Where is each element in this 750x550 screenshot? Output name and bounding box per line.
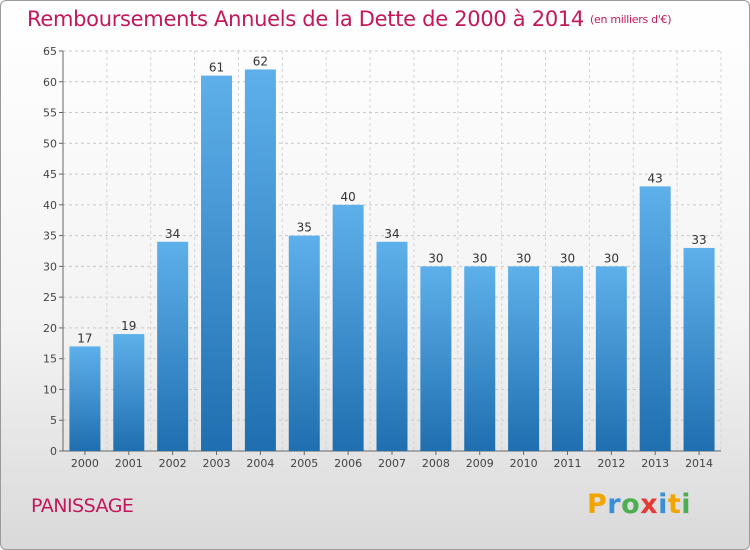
bar-value-label: 62 xyxy=(253,54,268,68)
logo-letter: i xyxy=(658,489,668,520)
y-tick-label: 15 xyxy=(43,353,57,366)
bar xyxy=(683,247,715,451)
bar-value-label: 33 xyxy=(691,233,706,247)
bar-value-label: 40 xyxy=(340,190,355,204)
y-tick-label: 40 xyxy=(43,199,57,212)
bar xyxy=(69,346,101,451)
x-tick-label: 2009 xyxy=(466,457,494,470)
bar xyxy=(551,266,583,451)
y-tick-label: 20 xyxy=(43,322,57,335)
y-tick-label: 45 xyxy=(43,168,57,181)
bar xyxy=(157,241,189,451)
bar-value-label: 30 xyxy=(472,251,487,265)
bar xyxy=(332,204,364,451)
bar-value-label: 30 xyxy=(560,251,575,265)
y-tick-label: 35 xyxy=(43,230,57,243)
bar xyxy=(376,241,408,451)
y-tick-label: 55 xyxy=(43,107,57,120)
logo-letter: P xyxy=(587,489,608,520)
bar-value-label: 17 xyxy=(77,331,92,345)
proxiti-logo: Proxiti xyxy=(587,489,691,520)
x-tick-label: 2006 xyxy=(334,457,362,470)
place-name: PANISSAGE xyxy=(31,495,134,517)
bar xyxy=(464,266,496,451)
x-tick-label: 2014 xyxy=(685,457,713,470)
x-tick-label: 2000 xyxy=(71,457,99,470)
bar xyxy=(595,266,627,451)
bar-value-label: 30 xyxy=(604,251,619,265)
bar-value-label: 61 xyxy=(209,61,224,75)
bar-value-label: 43 xyxy=(648,171,663,185)
title-text: Remboursements Annuels de la Dette de 20… xyxy=(27,7,584,31)
bar-value-label: 34 xyxy=(165,227,180,241)
bars xyxy=(69,69,715,451)
bar xyxy=(639,186,671,451)
y-tick-label: 0 xyxy=(50,445,57,458)
x-tick-label: 2012 xyxy=(597,457,625,470)
x-tick-label: 2011 xyxy=(553,457,581,470)
x-tick-label: 2008 xyxy=(422,457,450,470)
x-tick-label: 2001 xyxy=(115,457,143,470)
y-tick-label: 50 xyxy=(43,137,57,150)
bar-value-label: 30 xyxy=(516,251,531,265)
logo-letter: t xyxy=(667,489,682,520)
x-tick-label: 2007 xyxy=(378,457,406,470)
x-tick-label: 2002 xyxy=(159,457,187,470)
y-tick-label: 10 xyxy=(43,383,57,396)
logo-letter: i xyxy=(681,489,692,520)
x-tick-label: 2013 xyxy=(641,457,669,470)
bar xyxy=(508,266,540,451)
y-tick-label: 5 xyxy=(50,414,57,427)
y-tick-label: 30 xyxy=(43,260,57,273)
x-tick-label: 2003 xyxy=(203,457,231,470)
y-tick-label: 25 xyxy=(43,291,57,304)
bar xyxy=(244,69,276,451)
y-tick-label: 65 xyxy=(43,45,57,58)
logo-letter: x xyxy=(640,489,659,520)
bar xyxy=(288,235,320,451)
bar-value-label: 34 xyxy=(384,227,399,241)
bar xyxy=(420,266,452,451)
chart-title: Remboursements Annuels de la Dette de 20… xyxy=(27,7,671,31)
bar-value-label: 19 xyxy=(121,319,136,333)
bar-value-label: 30 xyxy=(428,251,443,265)
x-tick-label: 2005 xyxy=(290,457,318,470)
bar xyxy=(113,334,145,451)
x-tick-label: 2010 xyxy=(510,457,538,470)
bar-value-label: 35 xyxy=(297,221,312,235)
x-tick-label: 2004 xyxy=(246,457,274,470)
logo-letter: r xyxy=(607,489,622,520)
labels: 17 19 34 61 62 35 40 34 30 30 30 30 30 43 33 xyxy=(77,54,706,345)
bar xyxy=(201,75,233,451)
logo-letter: o xyxy=(621,489,641,520)
chart-subtitle: (en milliers d'€) xyxy=(590,13,672,26)
y-tick-label: 60 xyxy=(43,76,57,89)
